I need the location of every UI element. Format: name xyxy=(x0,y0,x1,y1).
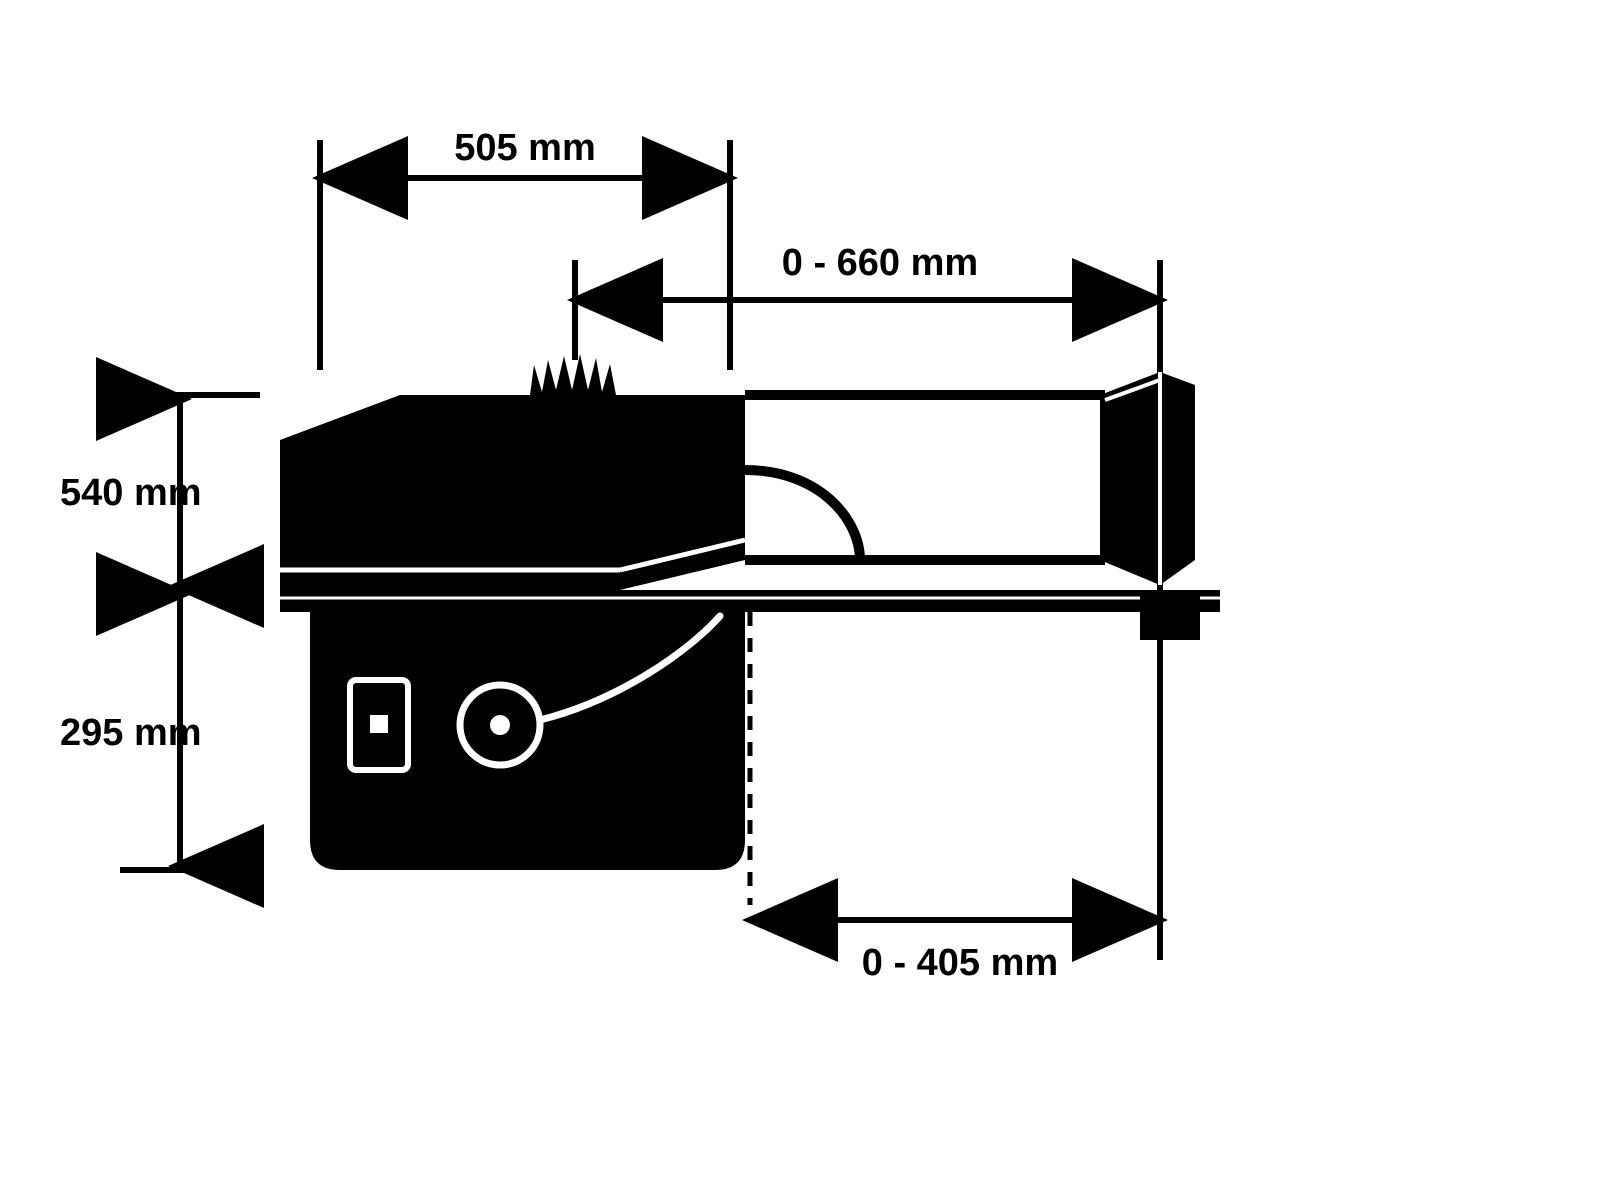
dimension-height-upper-label: 540 mm xyxy=(60,472,202,514)
dimension-top-width-label: 505 mm xyxy=(454,127,596,169)
saw-blade-icon xyxy=(530,354,616,395)
dimension-height-upper: 540 mm xyxy=(60,395,260,590)
dimension-bottom-width: 0 - 405 mm xyxy=(754,640,1160,984)
saw-table-top xyxy=(280,395,745,590)
dimension-top-width: 505 mm xyxy=(320,127,730,370)
dimension-mid-width-label: 0 - 660 mm xyxy=(782,242,978,284)
table-saw-dimension-diagram: 505 mm 0 - 660 mm xyxy=(0,0,1600,1200)
table-saw-graphic xyxy=(280,354,1220,905)
saw-front-rail xyxy=(280,590,1220,612)
dimension-bottom-width-label: 0 - 405 mm xyxy=(862,942,1058,984)
saw-extension-outline xyxy=(745,395,1105,560)
dimension-height-lower: 295 mm xyxy=(60,594,260,870)
dimension-height-lower-label: 295 mm xyxy=(60,712,202,754)
